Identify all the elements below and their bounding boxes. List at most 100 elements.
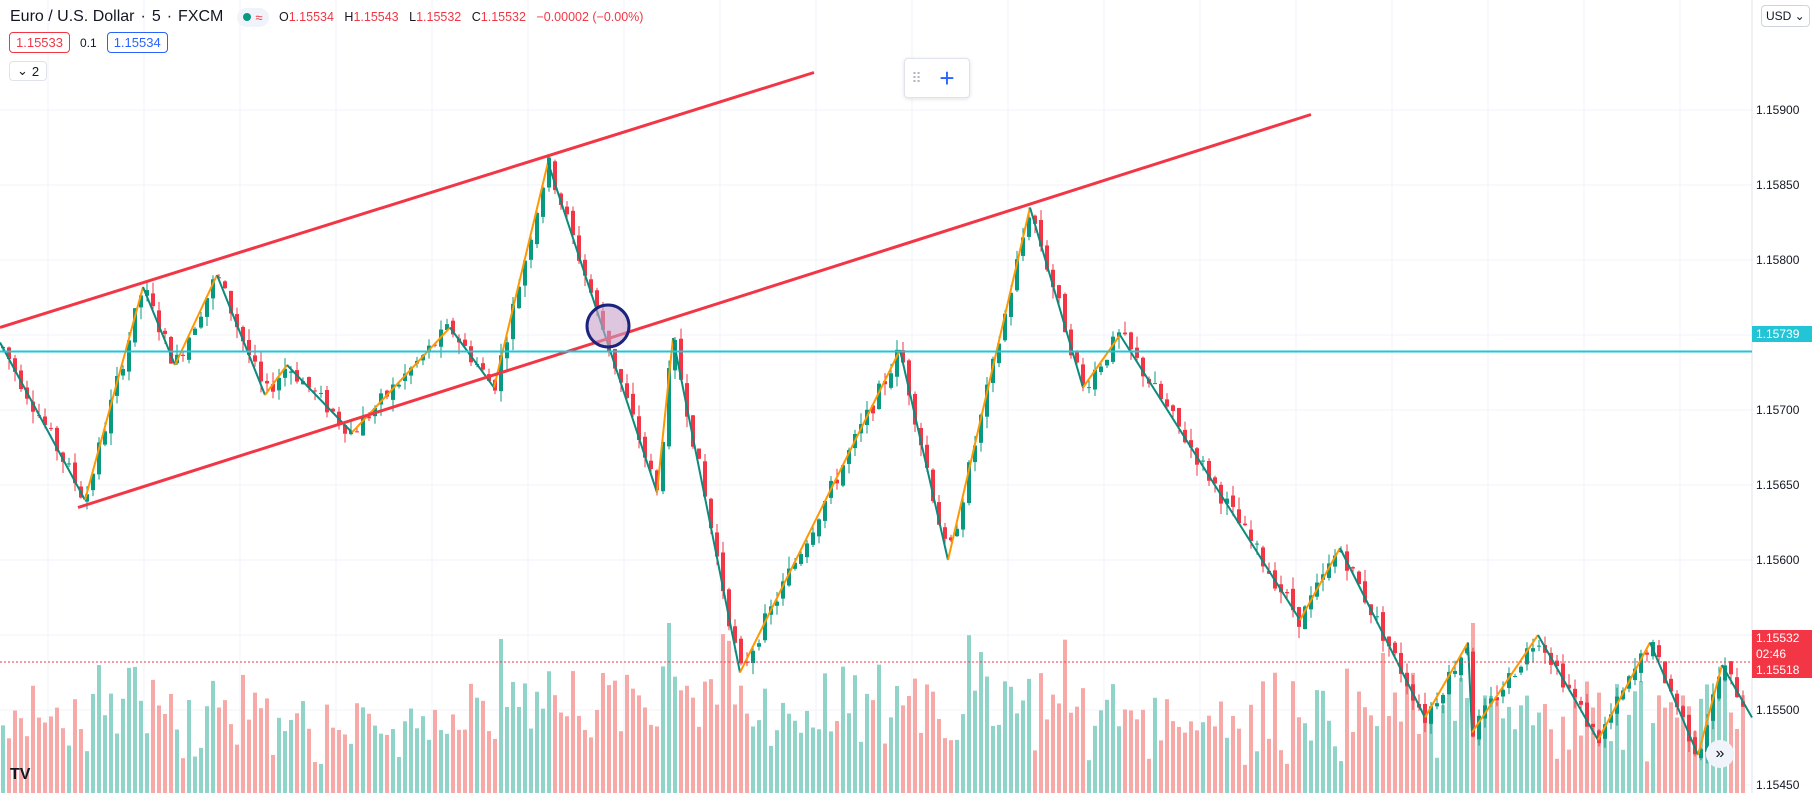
low-value: 1.15532 [416,10,462,24]
candle-body [325,389,329,413]
volume-bar [949,740,953,793]
sell-button[interactable]: 1.15533 [9,32,70,53]
candle-body [1663,661,1667,684]
volume-bar [1201,722,1205,793]
interval-label[interactable]: 5 [151,8,161,25]
candle-body [223,281,227,289]
candle-body [763,613,767,641]
volume-bar [1441,705,1445,793]
price-tick-label: 1.15450 [1756,778,1800,792]
volume-bar [1345,668,1349,793]
volume-bar [175,729,179,793]
zigzag-down-leg [142,286,176,366]
market-status-pill[interactable]: ≈ [237,7,269,27]
candle-body [817,519,821,537]
candle-body [1531,648,1535,652]
candle-body [133,308,137,343]
volume-bar [349,743,353,793]
volume-bar [193,756,197,793]
crosshair-icon[interactable]: + [939,63,955,93]
volume-bar [1111,684,1115,793]
candle-body [835,479,839,484]
candle-body [253,355,257,362]
volume-bar [1513,729,1517,793]
candle-body [1441,694,1445,704]
volume-bar [1387,715,1391,793]
price-tick-label: 1.15650 [1756,478,1800,492]
zigzag-up-leg [174,274,218,366]
volume-bar [1483,695,1487,793]
open-label: O [279,10,289,24]
candle-body [1303,606,1307,630]
volume-bar [325,704,329,793]
volume-bar [1183,732,1187,793]
candle-body [925,444,929,468]
candle-body [709,498,713,529]
candle-body [823,500,827,521]
candle-body [1309,595,1313,610]
candle-body [1609,714,1613,723]
zigzag-up-leg [947,207,1031,561]
volume-bar [1411,672,1415,793]
candle-body [883,381,887,385]
volume-bar [841,666,845,793]
volume-bar [1249,704,1253,793]
symbol-name[interactable]: Euro / U.S. Dollar [10,8,135,25]
volume-bar [1603,733,1607,793]
volume-bar [145,733,149,793]
candle-body [1171,405,1175,412]
volume-bar [55,707,59,793]
volume-bar [781,702,785,793]
zigzag-down-leg [216,274,266,396]
close-label: C [471,10,481,24]
volume-bar [85,751,89,793]
indicators-collapse-button[interactable]: ⌄ 2 [9,61,48,81]
volume-bar [583,729,587,793]
candle-body [1117,332,1121,337]
tradingview-logo-icon[interactable]: TV [10,766,31,783]
candle-body [1585,702,1589,727]
volume-bar [331,727,335,793]
volume-bar [253,692,257,793]
volume-bar [421,716,425,793]
candle-body [199,316,203,328]
candle-body [1327,563,1331,578]
candle-body [445,324,449,330]
price-tick-label: 1.15900 [1756,103,1800,117]
candle-body [505,342,509,359]
volume-bar [1477,720,1481,793]
scroll-to-realtime-button[interactable]: » [1706,740,1734,768]
candle-body [361,416,365,436]
candle-body [889,373,893,388]
volume-bar [1285,763,1289,793]
candle-body [1069,329,1073,356]
volume-bar [361,707,365,793]
candle-body [1051,269,1055,288]
currency-select[interactable]: USD ⌄ [1761,5,1810,27]
volume-bar [589,737,593,793]
candle-body [625,383,629,399]
volume-bar [127,667,131,793]
volume-bar [517,706,521,793]
volume-bar [259,708,263,793]
volume-bar [679,690,683,793]
candle-body [157,310,161,333]
volume-bar [1693,731,1697,793]
volume-bar [181,758,185,793]
zigzag-up-leg [493,162,549,388]
volume-bar [865,693,869,793]
candle-body [1363,581,1367,603]
volume-bar [1063,639,1067,793]
volume-bar [415,728,419,793]
zigzag-down-leg [0,342,86,501]
drag-handle-icon[interactable]: ⠿ [911,69,921,86]
volume-bar [1645,761,1649,793]
volume-bar [1291,681,1295,793]
drawing-toolbar[interactable]: ⠿ + [904,58,970,98]
candle-body [181,354,185,356]
candle-body [307,376,311,388]
buy-button[interactable]: 1.15534 [106,32,168,53]
candle-body [523,260,527,286]
candle-body [13,358,17,372]
